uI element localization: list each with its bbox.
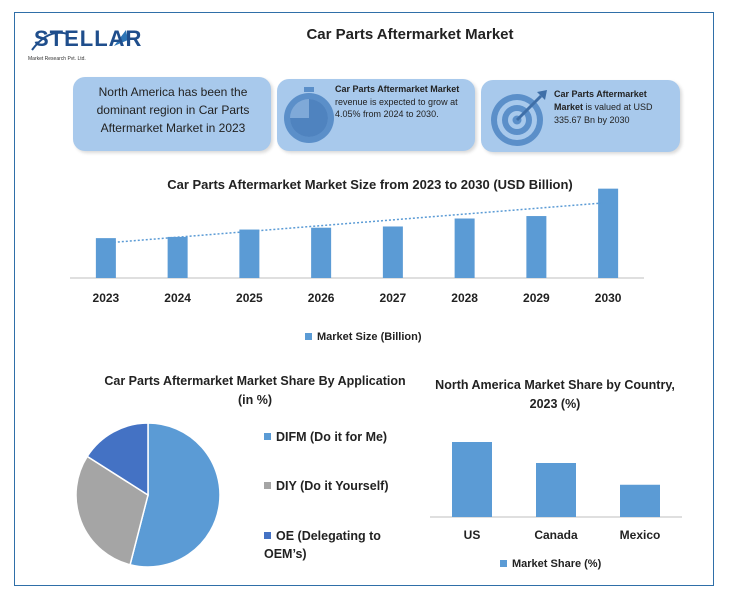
info-card-value-text: Car Parts Aftermarket Market is valued a… [554, 88, 676, 127]
country-share-tick-US: US [464, 528, 481, 542]
market-size-chart-title: Car Parts Aftermarket Market Size from 2… [167, 177, 573, 192]
application-legend-swatch-2 [264, 532, 271, 540]
market-size-bar-2029 [526, 216, 547, 278]
logo-mark [31, 30, 128, 51]
market-size-legend-swatch [305, 333, 312, 340]
market-size-tick-2023: 2023 [93, 291, 120, 305]
market-size-bar-2025 [239, 229, 260, 278]
market-size-bar-2023 [95, 238, 116, 278]
country-share-chart-title: North America Market Share by Country, 2… [435, 378, 675, 411]
market-size-tick-2027: 2027 [380, 291, 407, 305]
application-share-chart-title: Car Parts Aftermarket Market Share By Ap… [104, 374, 406, 407]
page-title: Car Parts Aftermarket Market [306, 26, 514, 43]
country-share-tick-Canada: Canada [534, 528, 578, 542]
market-size-tick-2030: 2030 [595, 291, 622, 305]
application-legend-item-1: DIY (Do it Yourself) [264, 477, 404, 495]
info-card-growth-text: Car Parts Aftermarket Market revenue is … [335, 83, 470, 121]
market-size-tick-2028: 2028 [451, 291, 478, 305]
market-size-bar-2024 [167, 236, 188, 278]
logo-subtext: Market Research Pvt. Ltd. [28, 56, 86, 62]
market-size-tick-2029: 2029 [523, 291, 550, 305]
country-share-bar-Canada [536, 463, 576, 517]
info-card-growth: Car Parts Aftermarket Market revenue is … [277, 79, 475, 151]
info-card-region-text: North America has been the dominant regi… [96, 85, 250, 135]
application-legend-swatch-1 [264, 482, 271, 490]
market-size-bar-2027 [382, 226, 403, 278]
application-legend-item-0: DIFM (Do it for Me) [264, 428, 404, 446]
market-size-tick-2025: 2025 [236, 291, 263, 305]
application-legend-label-2: OE (Delegating to OEM’s) [264, 529, 381, 561]
logo: STELLAR Market Research Pvt. Ltd. [28, 20, 141, 68]
application-slice-1 [75, 455, 149, 566]
info-card-growth-rest: revenue is expected to grow at 4.05% fro… [335, 96, 458, 120]
market-size-legend-label: Market Size (Billion) [317, 331, 422, 343]
stopwatch-icon [284, 87, 334, 143]
market-size-bar-2026 [311, 227, 332, 278]
info-card-value-rest: is valued at USD 335.67 Bn by 2030 [554, 102, 653, 125]
market-size-bar-2030 [598, 188, 619, 278]
logo-text: STELLAR [34, 26, 143, 51]
application-slice-0 [129, 422, 221, 568]
info-card-region: North America has been the dominant regi… [73, 77, 271, 151]
application-legend-label-0: DIFM (Do it for Me) [276, 430, 388, 444]
country-share-legend-label: Market Share (%) [512, 558, 602, 570]
application-slice-2 [86, 422, 149, 497]
application-legend-label-1: DIY (Do it Yourself) [276, 479, 389, 493]
market-size-bar-2028 [454, 218, 475, 278]
target-icon [491, 90, 547, 146]
country-share-tick-Mexico: Mexico [620, 528, 661, 542]
info-card-value: Car Parts Aftermarket Market is valued a… [481, 80, 680, 152]
application-legend-swatch-0 [264, 433, 271, 441]
info-card-growth-bold: Car Parts Aftermarket Market [335, 84, 460, 94]
market-size-tick-2024: 2024 [164, 291, 191, 305]
country-share-legend-swatch [500, 560, 507, 567]
country-share-bar-US [452, 442, 492, 517]
application-legend-item-2: OE (Delegating to OEM’s) [264, 527, 404, 563]
country-share-bar-Mexico [620, 484, 660, 517]
info-card-value-bold: Car Parts Aftermarket Market [554, 89, 647, 112]
market-size-tick-2026: 2026 [308, 291, 335, 305]
